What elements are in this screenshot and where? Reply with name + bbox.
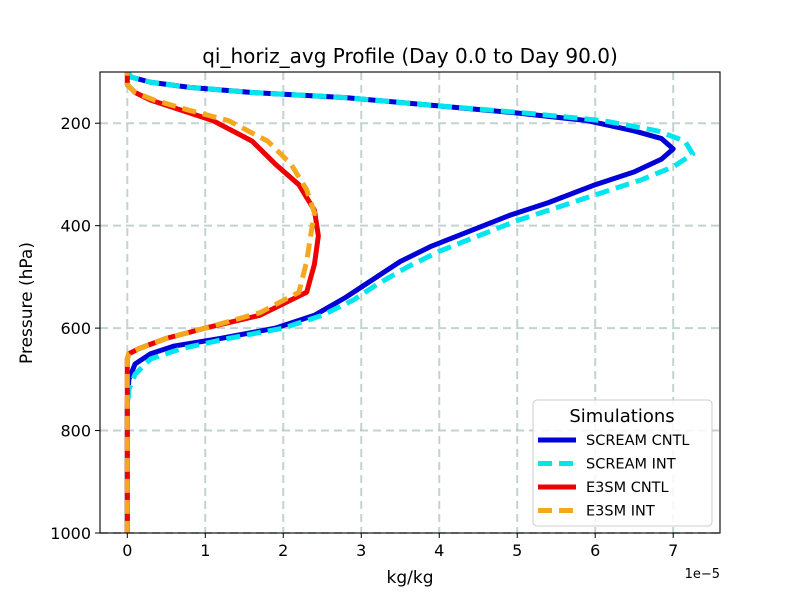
x-tick-label: 4 [434,541,444,560]
y-tick-label: 400 [60,217,91,236]
x-tick-label: 6 [590,541,600,560]
legend-label: SCREAM CNTL [586,433,690,449]
x-tick-label: 7 [668,541,678,560]
legend-label: E3SM INT [586,504,655,520]
x-tick-label: 3 [356,541,366,560]
x-tick-label: 5 [512,541,522,560]
x-tick-label: 1 [200,541,210,560]
x-axis-ticks: 0 1 2 3 4 5 6 7 [122,533,678,560]
y-tick-label: 600 [60,319,91,338]
series-line-scream-int [124,72,696,533]
plot-frame [99,71,721,534]
y-axis-ticks: 200 400 600 800 1000 [50,114,100,543]
legend-box [532,399,713,527]
chart-title: qi_horiz_avg Profile (Day 0.0 to Day 90.… [202,44,618,68]
y-tick-label: 800 [60,422,91,441]
x-axis-offset-label: 1e−5 [685,567,720,582]
legend-title: Simulations [569,406,674,427]
y-tick-label: 200 [60,114,91,133]
legend: Simulations SCREAM CNTL SCREAM INT E3SM CN… [532,399,713,527]
series-lines [124,72,696,533]
legend-label: E3SM CNTL [586,480,669,496]
x-tick-label: 2 [278,541,288,560]
y-axis-label: Pressure (hPa) [17,242,37,364]
x-tick-label: 0 [122,541,132,560]
legend-items: SCREAM CNTL SCREAM INT E3SM CNTL E3SM INT [538,433,690,520]
series-line-e3sm-int [124,72,317,533]
y-tick-label: 1000 [50,524,91,543]
x-axis-label: kg/kg [387,568,434,588]
legend-label: SCREAM INT [586,457,676,473]
